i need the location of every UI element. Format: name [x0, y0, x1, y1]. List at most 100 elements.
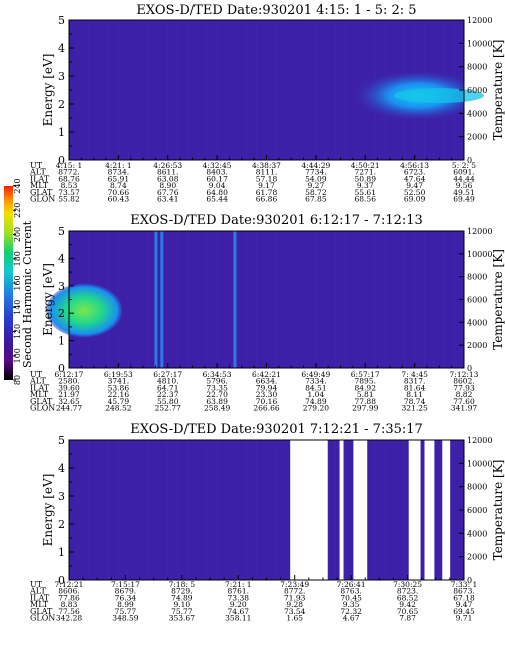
table-cell: 77.60	[453, 397, 475, 406]
table-cell: 73.38	[228, 593, 250, 602]
y2-tick-label: 0	[467, 364, 472, 373]
table-cell: 9.04	[209, 181, 226, 190]
y2-tick-label: 6000	[467, 296, 487, 305]
y-tick-label: 3	[58, 70, 65, 83]
y2-tick-label: 12000	[467, 16, 492, 25]
table-cell: 55.82	[58, 195, 80, 204]
table-cell: 8761.	[228, 587, 249, 596]
table-cell: 7:18: 5	[169, 580, 196, 589]
y2-tick-label: 8000	[467, 63, 487, 72]
table-cell: 8606.	[58, 587, 79, 596]
y2-tick-label: 10000	[467, 250, 492, 259]
table-cell: 70.45	[340, 593, 362, 602]
table-cell: 9.10	[174, 600, 191, 609]
data-gap-6	[442, 440, 451, 580]
table-cell: 9.17	[258, 181, 275, 190]
table-cell: 341.97	[451, 404, 477, 413]
y-tick-label: 5	[58, 14, 65, 27]
table-cell: 6723.	[404, 168, 425, 177]
table-cell: 68.56	[355, 195, 377, 204]
table-row-label: ILAT	[30, 174, 50, 183]
colorbar-tick-label: 160	[13, 275, 22, 290]
data-gap-1	[290, 440, 328, 580]
table-cell: 6:34:53	[203, 370, 232, 379]
table-cell: 53.86	[108, 383, 130, 392]
table-cell: 57.18	[256, 174, 278, 183]
table-cell: 64.80	[206, 188, 228, 197]
table-cell: 22.70	[206, 390, 228, 399]
table-cell: 9.28	[286, 600, 303, 609]
data-gap-5	[424, 440, 435, 580]
y2-tick-label: 4000	[467, 529, 487, 538]
table-cell: 70.16	[256, 397, 278, 406]
table-cell: 6:27:17	[153, 370, 182, 379]
table-cell: 7:33: 1	[451, 580, 478, 589]
table-cell: 342.28	[56, 614, 82, 623]
table-cell: 75.77	[115, 607, 137, 616]
table-cell: 78.74	[404, 397, 426, 406]
y-tick-label: 5	[58, 225, 65, 238]
table-row-label: ILAT	[30, 383, 50, 392]
y-tick-label: 4	[58, 42, 65, 55]
table-cell: 3741.	[108, 377, 129, 386]
table-cell: 7:30:25	[393, 580, 422, 589]
table-cell: 22.16	[108, 390, 130, 399]
table-cell: 7:26:41	[337, 580, 366, 589]
table-cell: 47.64	[404, 174, 426, 183]
table-cell: 73.54	[284, 607, 306, 616]
table-row-label: MLT	[30, 181, 49, 190]
table-cell: 8403.	[206, 168, 227, 177]
table-cell: 9.47	[456, 600, 473, 609]
table-cell: 49.51	[453, 188, 474, 197]
y2-tick-label: 12000	[467, 436, 492, 445]
table-row-label: ILAT	[30, 593, 50, 602]
colorbar-tick-label: 120	[13, 324, 22, 339]
table-cell: 297.99	[352, 404, 378, 413]
y-tick-label: 4	[58, 252, 65, 265]
table-cell: 279.20	[303, 404, 329, 413]
table-cell: 8729.	[171, 587, 192, 596]
table-row-label: MLT	[30, 390, 49, 399]
table-cell: 54.09	[305, 174, 327, 183]
table-cell: 7:15:17	[111, 580, 140, 589]
table-cell: 9.20	[230, 600, 247, 609]
table-row-label: GLAT	[30, 607, 53, 616]
chart-title: EXOS-D/TED Date:930201 6:12:17 - 7:12:13	[130, 213, 423, 228]
colorbar-tick-label: 100	[13, 348, 22, 363]
table-cell: 64.71	[157, 383, 178, 392]
table-cell: 4:44:29	[301, 161, 330, 170]
table-cell: 65.91	[108, 174, 129, 183]
table-cell: 4810.	[157, 377, 178, 386]
table-row-label: UT	[30, 580, 43, 589]
table-cell: 77.86	[58, 593, 80, 602]
table-row-label: GLAT	[30, 397, 53, 406]
y-tick-label: 3	[58, 490, 65, 503]
table-cell: 8772.	[284, 587, 305, 596]
table-cell: 353.67	[169, 614, 195, 623]
table-cell: 6:12:17	[55, 370, 84, 379]
table-cell: 68.52	[397, 593, 419, 602]
table-cell: 8.90	[159, 181, 176, 190]
y2-tick-label: 10000	[467, 39, 492, 48]
table-cell: 6091.	[453, 168, 474, 177]
y-tick-label: 0	[58, 574, 65, 587]
table-cell: 6:49:49	[301, 370, 330, 379]
table-cell: 7: 4:45	[401, 370, 428, 379]
table-cell: 7734.	[305, 168, 326, 177]
table-cell: 84.92	[355, 383, 377, 392]
table-cell: 2580.	[58, 377, 79, 386]
y2-tick-label: 10000	[467, 459, 492, 468]
y-tick-label: 2	[58, 98, 65, 111]
table-cell: 72.32	[340, 607, 362, 616]
table-cell: 9.56	[456, 181, 473, 190]
table-row-label: GLON	[30, 614, 55, 623]
table-cell: 60.43	[108, 195, 130, 204]
chart-panel-1: EXOS-D/TED Date:930201 4:15: 1 - 5: 2: 5…	[29, 3, 505, 204]
table-cell: 8.83	[61, 600, 78, 609]
table-cell: 8602.	[453, 377, 474, 386]
table-cell: 76.34	[115, 593, 137, 602]
table-cell: 8673.	[453, 587, 474, 596]
table-cell: 73.35	[206, 383, 228, 392]
table-row-label: GLAT	[30, 188, 53, 197]
colorbar-tick-label: 200	[13, 227, 22, 242]
